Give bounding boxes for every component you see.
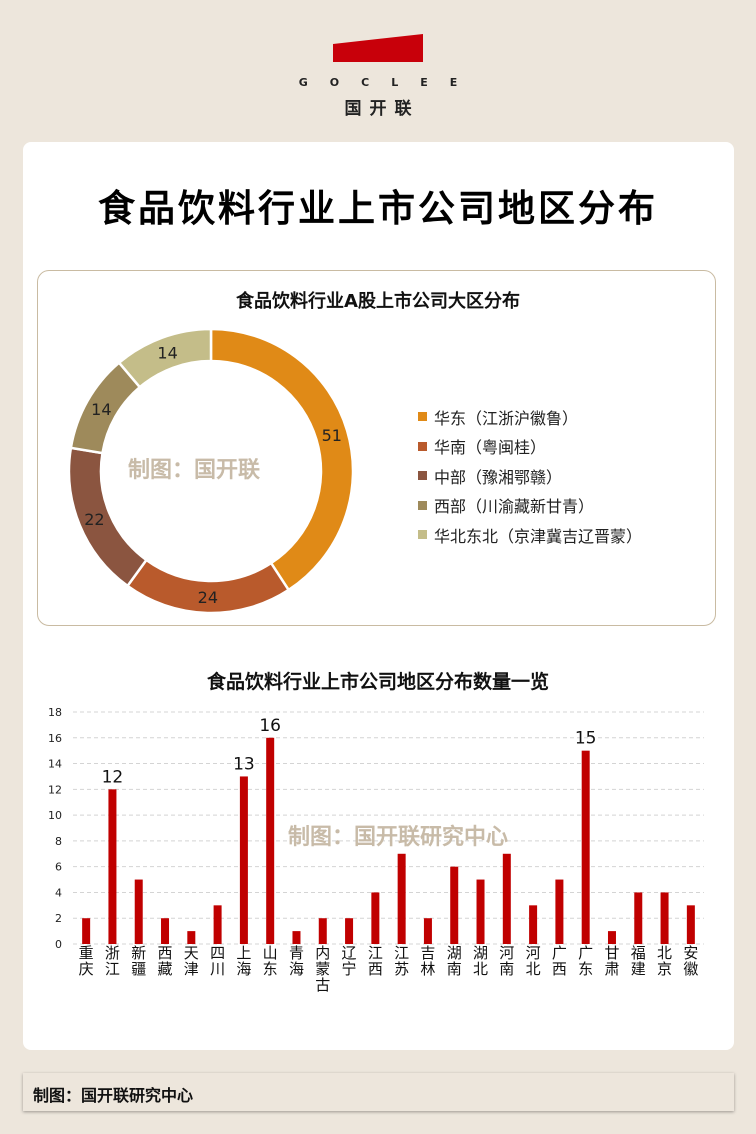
bar-watermark: 制图：国开联研究中心 bbox=[288, 825, 509, 850]
x-tick-label: 四川 bbox=[210, 944, 225, 978]
bar bbox=[581, 750, 590, 944]
bar bbox=[345, 918, 354, 944]
brand-name-cn: 国开联 bbox=[344, 99, 420, 119]
x-tick-label: 湖北 bbox=[473, 944, 488, 978]
legend-item: 中部（豫湘鄂赣） bbox=[418, 461, 642, 491]
bar bbox=[134, 879, 143, 944]
bar bbox=[686, 905, 695, 944]
bar-data-label: 13 bbox=[233, 754, 255, 774]
legend-label: 华北东北（京津冀吉辽晋蒙） bbox=[434, 526, 643, 546]
bar bbox=[292, 931, 301, 944]
legend-label: 华南（粤闽桂） bbox=[434, 438, 547, 458]
x-tick-label: 江西 bbox=[368, 944, 383, 978]
legend-item: 华北东北（京津冀吉辽晋蒙） bbox=[418, 520, 642, 550]
donut-slice-label: 14 bbox=[91, 400, 111, 419]
bar bbox=[318, 918, 327, 944]
bar bbox=[476, 879, 485, 944]
x-tick-label: 湖南 bbox=[447, 944, 462, 978]
donut-slice-label: 14 bbox=[157, 344, 177, 363]
bar bbox=[423, 918, 432, 944]
legend-label: 西部（川渝藏新甘青） bbox=[434, 497, 595, 517]
brand-logo-shape bbox=[333, 34, 423, 62]
y-tick-label: 10 bbox=[48, 809, 62, 822]
y-tick-label: 4 bbox=[55, 886, 62, 899]
bar-data-label: 12 bbox=[102, 767, 124, 787]
bar bbox=[82, 918, 91, 944]
y-tick-label: 12 bbox=[48, 783, 62, 796]
bar bbox=[397, 853, 406, 944]
bar bbox=[108, 789, 117, 944]
x-tick-label: 北京 bbox=[657, 944, 672, 978]
bar-data-label: 15 bbox=[575, 729, 597, 749]
bar bbox=[450, 866, 459, 944]
bar bbox=[371, 892, 380, 944]
donut-slice-label: 22 bbox=[84, 510, 104, 529]
x-tick-label: 广西 bbox=[552, 944, 567, 978]
y-tick-label: 8 bbox=[55, 835, 62, 848]
x-tick-label: 山东 bbox=[263, 944, 278, 978]
legend-swatch bbox=[418, 530, 427, 540]
footer-credit: 制图：国开联研究中心 bbox=[33, 1086, 194, 1105]
bar bbox=[660, 892, 669, 944]
x-tick-label: 甘肃 bbox=[604, 944, 619, 978]
page-title: 食品饮料行业上市公司地区分布 bbox=[98, 186, 658, 230]
x-tick-label: 上海 bbox=[236, 944, 251, 978]
donut-slice-label: 24 bbox=[198, 588, 218, 607]
bar bbox=[213, 905, 222, 944]
bar bbox=[555, 879, 564, 944]
x-tick-label: 广东 bbox=[578, 944, 593, 978]
x-tick-label: 天津 bbox=[184, 944, 199, 978]
x-tick-label: 西藏 bbox=[158, 944, 173, 978]
bar-data-label: 16 bbox=[259, 716, 281, 736]
x-tick-label: 青海 bbox=[289, 944, 304, 978]
legend-label: 中部（豫湘鄂赣） bbox=[434, 467, 563, 487]
y-tick-label: 0 bbox=[55, 938, 62, 951]
donut-watermark: 制图：国开联 bbox=[128, 458, 261, 483]
legend-label: 华东（江浙沪徽鲁） bbox=[434, 408, 579, 428]
x-tick-label: 河北 bbox=[526, 944, 541, 978]
x-tick-label: 重庆 bbox=[79, 944, 94, 978]
bar-chart-title: 食品饮料行业上市公司地区分布数量一览 bbox=[206, 671, 549, 693]
footer-bar: 制图：国开联研究中心 bbox=[23, 1073, 734, 1111]
x-tick-label: 新疆 bbox=[131, 944, 146, 978]
x-tick-label: 浙江 bbox=[105, 944, 120, 978]
y-tick-label: 18 bbox=[48, 706, 62, 719]
x-tick-label: 福建 bbox=[631, 944, 646, 978]
legend-swatch bbox=[418, 441, 427, 451]
donut-chart-title: 食品饮料行业A股上市公司大区分布 bbox=[236, 291, 520, 312]
bar bbox=[529, 905, 538, 944]
x-tick-label: 吉林 bbox=[420, 944, 435, 978]
brand-logo-mark bbox=[333, 34, 423, 62]
bar bbox=[607, 931, 616, 944]
legend-swatch bbox=[418, 412, 427, 422]
bar bbox=[161, 918, 170, 944]
x-tick-label: 江苏 bbox=[394, 944, 409, 978]
x-tick-label: 内蒙古 bbox=[315, 944, 330, 994]
donut-slice-label: 51 bbox=[322, 426, 342, 445]
x-tick-label: 河南 bbox=[499, 944, 514, 978]
donut-panel bbox=[37, 270, 716, 626]
brand-name-en: GOCLEE bbox=[298, 76, 480, 89]
bar bbox=[266, 737, 275, 944]
bar bbox=[239, 776, 248, 944]
y-tick-label: 16 bbox=[48, 732, 62, 745]
donut-slice bbox=[117, 327, 213, 389]
legend-item: 华南（粤闽桂） bbox=[418, 432, 642, 462]
legend-item: 华东（江浙沪徽鲁） bbox=[418, 402, 642, 432]
x-tick-label: 安徽 bbox=[683, 944, 698, 978]
y-tick-label: 6 bbox=[55, 861, 62, 874]
legend-item: 西部（川渝藏新甘青） bbox=[418, 491, 642, 521]
legend-swatch bbox=[418, 471, 427, 481]
bar bbox=[502, 853, 511, 944]
y-tick-label: 2 bbox=[55, 912, 62, 925]
bar bbox=[187, 931, 196, 944]
x-tick-label: 辽宁 bbox=[342, 944, 357, 978]
donut-chart: 51 24 22 14 14 bbox=[67, 327, 355, 615]
bar bbox=[634, 892, 643, 944]
legend-swatch bbox=[418, 500, 427, 510]
donut-legend: 华东（江浙沪徽鲁） 华南（粤闽桂） 中部（豫湘鄂赣） 西部（川渝藏新甘青） 华北东北（京… bbox=[418, 402, 642, 550]
y-tick-label: 14 bbox=[48, 758, 62, 771]
